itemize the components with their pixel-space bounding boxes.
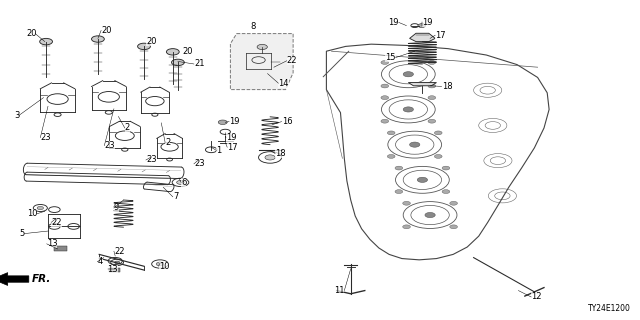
- Text: 3: 3: [14, 111, 19, 120]
- Polygon shape: [408, 83, 436, 86]
- Text: 23: 23: [194, 159, 205, 168]
- Text: TY24E1200: TY24E1200: [588, 304, 630, 313]
- Circle shape: [450, 201, 458, 205]
- Text: 2: 2: [165, 138, 170, 147]
- Text: 9: 9: [114, 204, 119, 212]
- Polygon shape: [410, 33, 435, 42]
- Polygon shape: [230, 34, 293, 90]
- Circle shape: [37, 206, 44, 210]
- Circle shape: [428, 60, 436, 64]
- Circle shape: [381, 84, 388, 88]
- Circle shape: [410, 142, 420, 147]
- Circle shape: [435, 155, 442, 158]
- Circle shape: [450, 225, 458, 229]
- Text: 10: 10: [27, 209, 37, 218]
- Text: 16: 16: [282, 117, 292, 126]
- Circle shape: [381, 60, 388, 64]
- Text: 19: 19: [229, 117, 239, 126]
- Text: 17: 17: [227, 143, 238, 152]
- Text: 18: 18: [442, 82, 452, 91]
- Circle shape: [428, 96, 436, 100]
- Circle shape: [257, 44, 268, 50]
- Circle shape: [156, 262, 164, 266]
- Circle shape: [403, 72, 413, 77]
- Polygon shape: [54, 246, 67, 251]
- Circle shape: [92, 36, 104, 42]
- Circle shape: [387, 131, 395, 135]
- Text: 5: 5: [19, 229, 24, 238]
- Text: 17: 17: [435, 31, 446, 40]
- Circle shape: [417, 177, 428, 182]
- Text: 19: 19: [422, 18, 433, 27]
- Circle shape: [265, 155, 275, 160]
- Circle shape: [428, 119, 436, 123]
- Text: 13: 13: [47, 239, 58, 248]
- Circle shape: [115, 261, 120, 264]
- Circle shape: [403, 201, 410, 205]
- Text: 2: 2: [125, 124, 130, 132]
- Circle shape: [435, 131, 442, 135]
- Circle shape: [442, 166, 450, 170]
- Text: 19: 19: [226, 133, 236, 142]
- Circle shape: [177, 180, 184, 184]
- Text: FR.: FR.: [32, 274, 51, 284]
- Text: 18: 18: [275, 149, 286, 158]
- Text: 7: 7: [173, 192, 178, 201]
- Text: 20: 20: [27, 29, 37, 38]
- Circle shape: [138, 43, 150, 50]
- Text: 23: 23: [104, 141, 115, 150]
- Circle shape: [387, 155, 395, 158]
- Text: 19: 19: [388, 18, 399, 27]
- Circle shape: [403, 225, 410, 229]
- Text: 21: 21: [194, 60, 204, 68]
- Text: 22: 22: [287, 56, 297, 65]
- Circle shape: [425, 212, 435, 218]
- Circle shape: [403, 107, 413, 112]
- Text: 22: 22: [114, 247, 124, 256]
- Circle shape: [381, 119, 388, 123]
- Text: 22: 22: [51, 218, 61, 227]
- Text: 20: 20: [182, 47, 193, 56]
- Text: 20: 20: [101, 26, 111, 35]
- Text: 14: 14: [278, 79, 289, 88]
- Text: 11: 11: [334, 286, 344, 295]
- Text: 12: 12: [531, 292, 541, 301]
- Circle shape: [395, 190, 403, 194]
- Text: 10: 10: [159, 262, 169, 271]
- Text: 23: 23: [146, 156, 157, 164]
- Circle shape: [166, 49, 179, 55]
- Text: 23: 23: [40, 133, 51, 142]
- Text: 8: 8: [250, 22, 255, 31]
- Circle shape: [381, 96, 388, 100]
- Circle shape: [428, 84, 436, 88]
- Text: 20: 20: [146, 37, 156, 46]
- Text: 6: 6: [181, 178, 186, 187]
- Polygon shape: [109, 268, 120, 272]
- Text: 15: 15: [385, 53, 396, 62]
- Circle shape: [40, 38, 52, 45]
- Text: 13: 13: [108, 265, 118, 274]
- Circle shape: [418, 24, 426, 28]
- Circle shape: [218, 120, 227, 124]
- Text: 1: 1: [216, 146, 221, 155]
- Circle shape: [442, 190, 450, 194]
- Polygon shape: [0, 273, 29, 285]
- Circle shape: [172, 59, 184, 66]
- Circle shape: [395, 166, 403, 170]
- Text: 4: 4: [97, 257, 102, 266]
